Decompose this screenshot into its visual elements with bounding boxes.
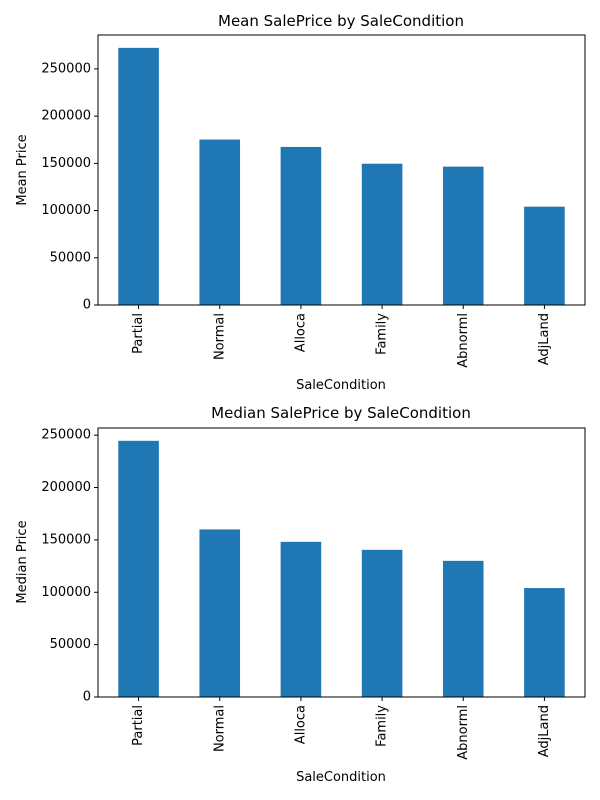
y-axis-label: Mean Price <box>15 134 30 205</box>
y-axis-label: Median Price <box>15 520 30 603</box>
plot-frame <box>97 427 586 698</box>
bar-family <box>361 163 403 305</box>
x-tick-label: Abnorml <box>456 313 471 368</box>
bar-alloca <box>280 541 322 697</box>
y-tick-label: 0 <box>83 690 91 705</box>
y-tick-label: 250000 <box>41 61 91 76</box>
bar-normal <box>199 529 241 697</box>
bar-abnorml <box>442 166 484 305</box>
x-tick-label: Alloca <box>293 705 308 744</box>
bar-adjland <box>524 588 565 697</box>
y-tick-group: 0 50000 100000 150000 200000 250000 <box>41 61 98 313</box>
chart-title: Mean SalePrice by SaleCondition <box>218 12 464 30</box>
y-tick-label: 50000 <box>50 250 91 265</box>
bar-normal <box>199 139 241 305</box>
x-tick-group: Partial Normal Alloca Family Abnorml AdjLand <box>131 305 552 368</box>
mean-chart: Mean SalePrice by SaleCondition Mean Pri… <box>15 12 586 393</box>
x-tick-label: Alloca <box>293 313 308 352</box>
x-tick-label: Family <box>375 705 390 747</box>
bar-partial <box>118 440 159 697</box>
y-tick-label: 200000 <box>41 480 91 495</box>
y-tick-label: 50000 <box>50 637 91 652</box>
x-tick-label: Partial <box>131 705 146 746</box>
x-tick-label: AdjLand <box>537 313 552 365</box>
bar-group <box>118 440 565 697</box>
bar-abnorml <box>442 560 484 697</box>
bar-group <box>118 47 565 306</box>
y-tick-label: 200000 <box>41 109 91 124</box>
y-tick-label: 100000 <box>41 203 91 218</box>
x-axis-label: SaleCondition <box>296 378 386 393</box>
x-axis-label: SaleCondition <box>296 770 386 785</box>
x-tick-label: Family <box>375 313 390 355</box>
x-tick-label: Normal <box>212 313 227 360</box>
x-tick-label: Normal <box>212 705 227 752</box>
bar-alloca <box>280 146 322 305</box>
bar-partial <box>118 47 159 306</box>
y-tick-group: 0 50000 100000 150000 200000 250000 <box>41 428 98 705</box>
y-tick-label: 250000 <box>41 428 91 443</box>
x-tick-group: Partial Normal Alloca Family Abnorml AdjLand <box>131 697 552 760</box>
x-tick-label: Abnorml <box>456 705 471 760</box>
bar-family <box>361 549 403 697</box>
bar-adjland <box>524 206 565 305</box>
x-tick-label: Partial <box>131 313 146 354</box>
y-tick-label: 150000 <box>41 156 91 171</box>
median-chart: Median SalePrice by SaleCondition Median… <box>15 404 586 785</box>
plot-frame <box>97 34 586 306</box>
y-tick-label: 0 <box>83 298 91 313</box>
x-tick-label: AdjLand <box>537 705 552 757</box>
y-tick-label: 150000 <box>41 532 91 547</box>
chart-title: Median SalePrice by SaleCondition <box>211 404 471 422</box>
y-tick-label: 100000 <box>41 585 91 600</box>
